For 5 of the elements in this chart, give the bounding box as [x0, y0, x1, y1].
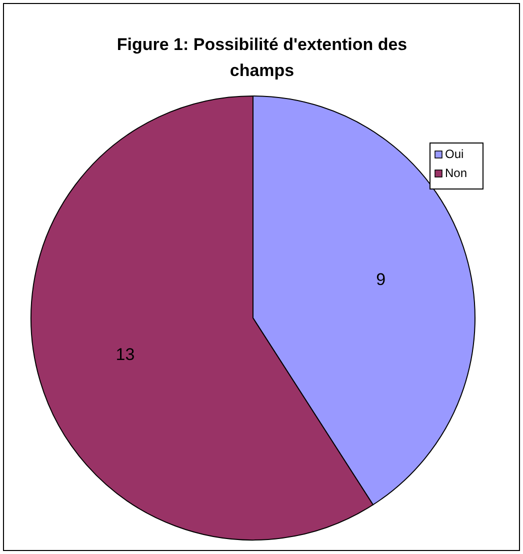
legend-label: Non: [445, 166, 468, 180]
data-label: 13: [116, 345, 135, 364]
data-label: 9: [376, 270, 386, 289]
chart-title: Figure 1: Possibilité d'extention des champs: [116, 35, 408, 80]
legend-label: Oui: [445, 147, 464, 162]
